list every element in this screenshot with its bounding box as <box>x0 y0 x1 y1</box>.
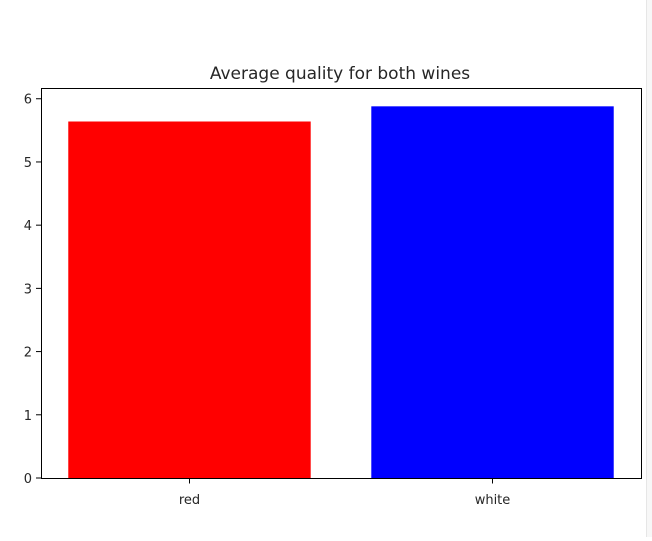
bar-white <box>371 106 614 479</box>
y-tick-label-0: 0 <box>24 472 32 487</box>
y-axis: 0 1 2 3 4 5 6 <box>24 93 42 487</box>
plot-frame <box>41 88 642 479</box>
bars-group <box>68 106 614 479</box>
bar-red <box>68 121 311 479</box>
y-tick-label-3: 3 <box>24 282 32 297</box>
x-tick-label-red: red <box>179 493 200 508</box>
panel-divider <box>646 0 652 537</box>
x-tick-label-white: white <box>475 493 511 508</box>
x-axis: red white <box>179 478 511 508</box>
y-tick-label-2: 2 <box>24 346 32 361</box>
y-tick-label-4: 4 <box>24 219 32 234</box>
chart-title: Average quality for both wines <box>210 64 470 84</box>
y-tick-label-5: 5 <box>24 156 32 171</box>
y-tick-label-1: 1 <box>24 409 32 424</box>
y-tick-label-6: 6 <box>24 93 32 108</box>
